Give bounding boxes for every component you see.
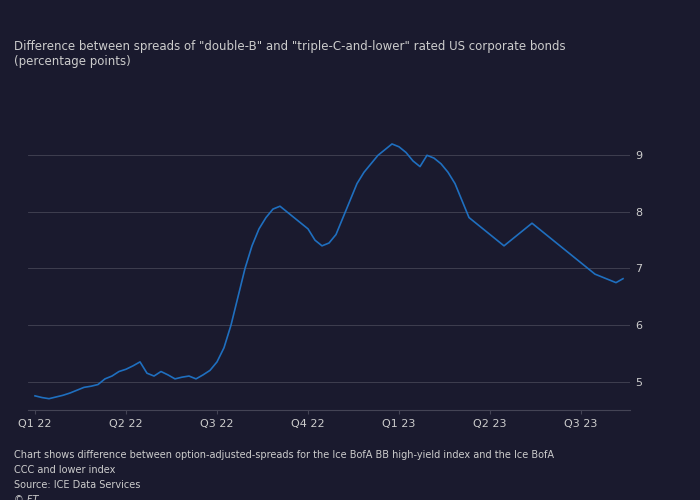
Text: © FT: © FT <box>14 495 38 500</box>
Text: Chart shows difference between option-adjusted-spreads for the Ice BofA BB high-: Chart shows difference between option-ad… <box>14 450 554 460</box>
Text: Difference between spreads of "double-B" and "triple-C-and-lower" rated US corpo: Difference between spreads of "double-B"… <box>14 40 566 68</box>
Text: Source: ICE Data Services: Source: ICE Data Services <box>14 480 141 490</box>
Text: CCC and lower index: CCC and lower index <box>14 465 116 475</box>
